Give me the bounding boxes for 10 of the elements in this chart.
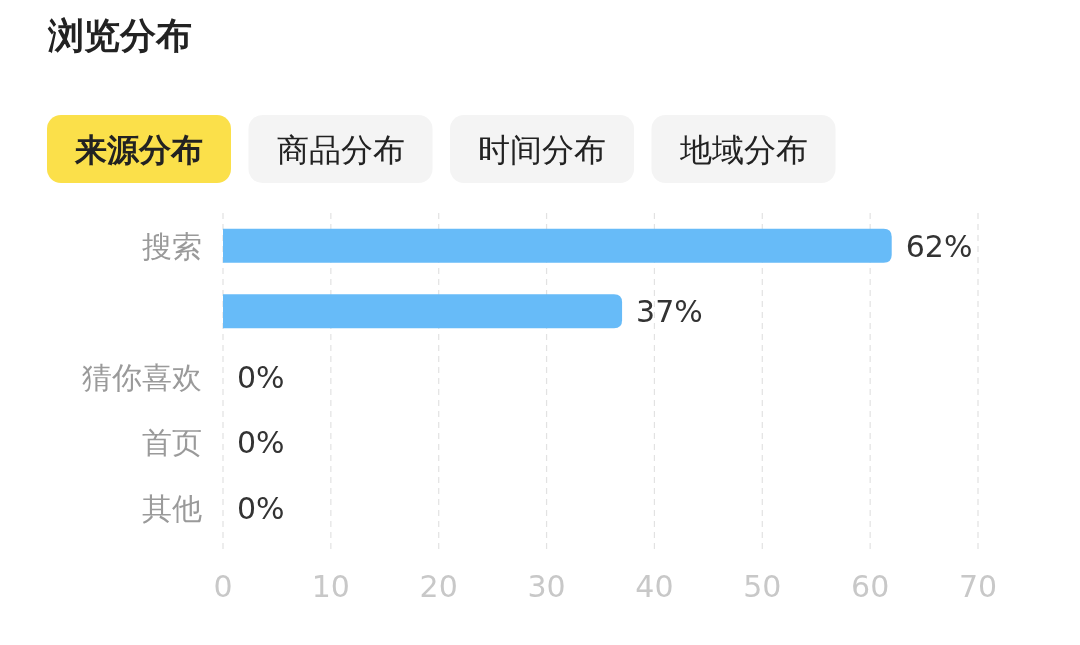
data-label: 37% (636, 294, 703, 330)
y-tick-label: 首页 (142, 425, 202, 461)
chart-title: 浏览分布 (47, 15, 192, 56)
y-tick-label: 其他 (142, 490, 202, 526)
y-tick-label: 猜你喜欢 (82, 359, 202, 395)
data-label: 0% (237, 490, 285, 526)
data-label: 0% (237, 359, 285, 395)
y-tick-label: 搜索 (142, 228, 202, 264)
data-label: 0% (237, 425, 285, 461)
data-label: 62% (905, 228, 973, 264)
